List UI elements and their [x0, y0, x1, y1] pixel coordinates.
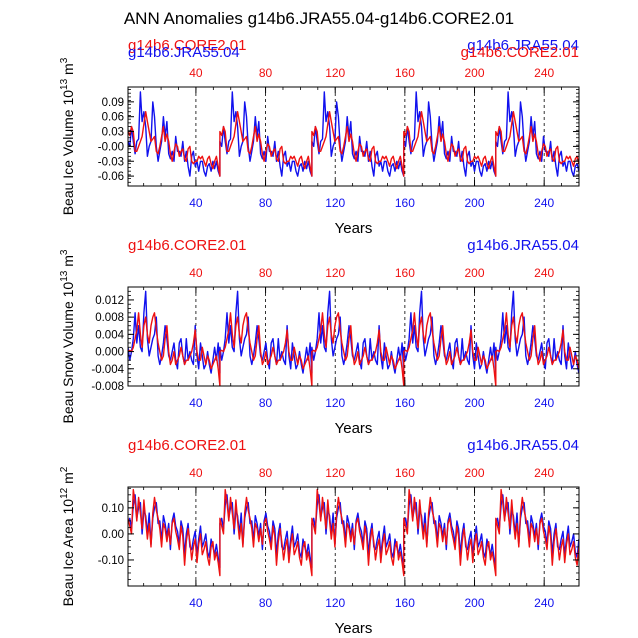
- x-tick-label-bottom: 200: [465, 196, 485, 210]
- x-tick-label-top: 120: [325, 466, 345, 480]
- top-left-label: g14b6.CORE2.01: [128, 437, 246, 454]
- panel-ice-area: 0.10 0.00 -0.10 40 40 80 80 120 120 160 160 200 200 2…: [59, 437, 580, 637]
- top-right-label: g14b6.JRA55.04: [467, 237, 579, 254]
- x-tick-label-bottom: 120: [325, 196, 345, 210]
- x-axis-title: Years: [335, 620, 373, 637]
- x-tick-label-bottom: 120: [325, 596, 345, 610]
- y-axis-title-part: Beau Snow Volume 10: [60, 282, 76, 424]
- x-tick-label-top: 160: [395, 66, 415, 80]
- top-left-label: g14b6.CORE2.01: [128, 237, 246, 254]
- y-axis-title-superscript: 12: [59, 487, 70, 499]
- y-tick-label: -0.10: [98, 555, 124, 567]
- x-tick-label-top: 80: [259, 466, 273, 480]
- y-axis-title-superscript: 2: [59, 466, 70, 472]
- y-axis-title-part: Beau Ice Volume 10: [60, 90, 76, 216]
- y-axis-title-part: m: [60, 255, 76, 271]
- y-tick-label: 0.008: [95, 312, 124, 324]
- plot-frame: [127, 486, 580, 587]
- x-tick-label-top: 160: [395, 466, 415, 480]
- y-axis-title-superscript: 13: [59, 78, 70, 90]
- x-tick-label-bottom: 200: [465, 396, 485, 410]
- figure-title: ANN Anomalies g14b6.JRA55.04-g14b6.CORE2…: [124, 9, 514, 28]
- y-axis-title-part: m: [60, 472, 76, 488]
- y-axis-title: Beau Ice Volume 1013 m3: [59, 57, 76, 215]
- y-tick-label: -0.008: [91, 381, 124, 393]
- panel-ice-volume: 0.09 0.06 0.03 -0.00 -0.03 -0.06 40 40 80 80 120 12…: [59, 37, 580, 237]
- x-tick-label-top: 40: [189, 266, 203, 280]
- series-line-g14b6.CORE2.01: [128, 488, 579, 577]
- x-tick-label-top: 40: [189, 66, 203, 80]
- x-tick-label-top: 120: [325, 266, 345, 280]
- y-tick-label: -0.06: [98, 171, 124, 183]
- x-tick-label-top: 120: [325, 66, 345, 80]
- x-tick-label-top: 240: [534, 66, 554, 80]
- x-tick-label-top: 240: [534, 266, 554, 280]
- x-tick-label-bottom: 80: [259, 396, 273, 410]
- top-left-label-overlap: g14b6.JRA55.04: [128, 44, 240, 61]
- series-line-g14b6.CORE2.01: [128, 110, 579, 177]
- top-right-label: g14b6.JRA55.04: [467, 37, 579, 54]
- top-left-label: g14b6.CORE2.01: [128, 37, 246, 54]
- x-tick-label-bottom: 240: [534, 596, 554, 610]
- y-axis-title-part: m: [60, 63, 76, 79]
- x-tick-label-bottom: 40: [189, 196, 203, 210]
- y-tick-label: 0.004: [95, 329, 124, 341]
- y-tick-label: 0.06: [102, 112, 124, 124]
- x-tick-label-bottom: 160: [395, 396, 415, 410]
- x-axis-title: Years: [335, 220, 373, 237]
- x-tick-label-bottom: 240: [534, 196, 554, 210]
- y-tick-label: -0.03: [98, 156, 124, 168]
- top-right-label: g14b6.JRA55.04: [467, 437, 579, 454]
- x-tick-label-top: 40: [189, 466, 203, 480]
- y-tick-label: 0.012: [95, 295, 124, 307]
- y-axis-title-superscript: 13: [59, 270, 70, 282]
- x-tick-label-bottom: 80: [259, 196, 273, 210]
- series-line-g14b6.CORE2.01: [128, 312, 579, 386]
- x-tick-label-top: 160: [395, 266, 415, 280]
- x-tick-label-top: 240: [534, 466, 554, 480]
- y-tick-label: -0.004: [91, 364, 124, 376]
- x-tick-label-bottom: 160: [395, 196, 415, 210]
- x-tick-label-top: 80: [259, 66, 273, 80]
- x-tick-label-bottom: 40: [189, 596, 203, 610]
- x-tick-label-bottom: 40: [189, 396, 203, 410]
- y-axis-title-superscript: 3: [59, 57, 70, 63]
- x-tick-label-top: 200: [465, 66, 485, 80]
- y-axis-title-part: Beau Ice Area 10: [60, 499, 76, 607]
- x-tick-label-top: 200: [465, 266, 485, 280]
- y-tick-label: 0.09: [102, 97, 124, 109]
- x-tick-label-bottom: 240: [534, 396, 554, 410]
- y-tick-label: 0.000: [95, 347, 124, 359]
- plot-frame: [127, 286, 580, 387]
- x-tick-label-bottom: 160: [395, 596, 415, 610]
- y-axis-title: Beau Snow Volume 1013 m3: [59, 249, 76, 423]
- top-right-label-overlap: g14b6.CORE2.01: [461, 44, 579, 61]
- panel-snow-volume: 0.012 0.008 0.004 0.000 -0.004 -0.008 40 40 80 80…: [59, 237, 580, 437]
- x-tick-label-top: 80: [259, 266, 273, 280]
- x-tick-label-bottom: 200: [465, 596, 485, 610]
- plot-frame: [127, 86, 580, 187]
- x-tick-label-bottom: 120: [325, 396, 345, 410]
- y-axis-title-superscript: 3: [59, 249, 70, 255]
- y-axis-title: Beau Ice Area 1012 m2: [59, 466, 76, 606]
- x-axis-title: Years: [335, 420, 373, 437]
- y-tick-label: 0.10: [102, 503, 124, 515]
- x-tick-label-bottom: 80: [259, 596, 273, 610]
- series-line-g14b6.JRA55.04: [128, 91, 579, 177]
- y-tick-label: 0.00: [102, 529, 124, 541]
- y-tick-label: -0.00: [98, 141, 124, 153]
- x-tick-label-top: 200: [465, 466, 485, 480]
- y-tick-label: 0.03: [102, 127, 124, 139]
